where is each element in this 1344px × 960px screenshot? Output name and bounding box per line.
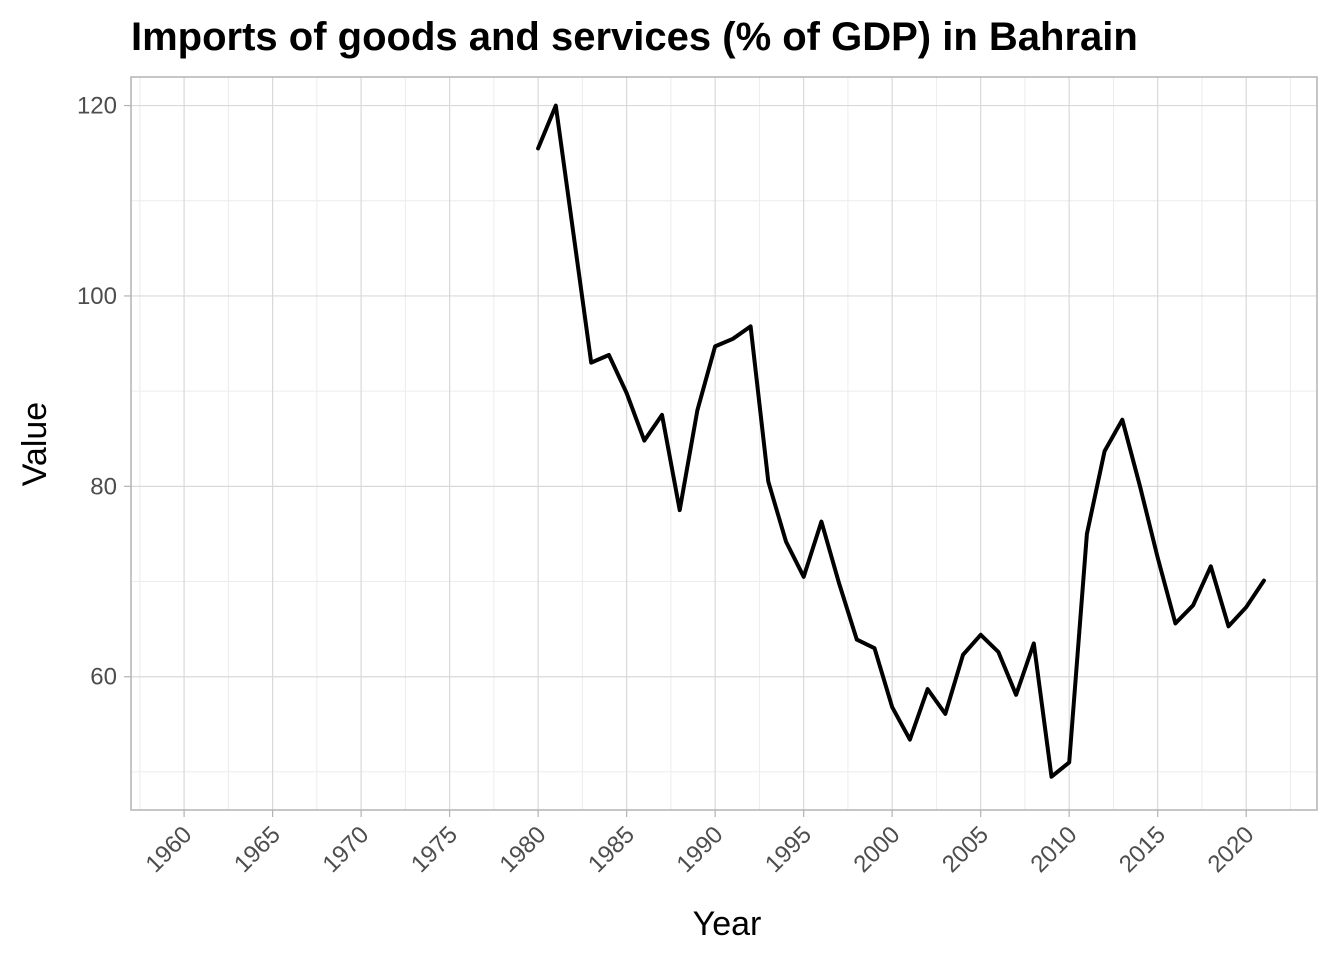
x-tick-label: 1990 [672,821,729,878]
x-tick-label: 2000 [849,821,906,878]
y-axis-title: Value [16,402,54,486]
x-tick-label: 1980 [495,821,552,878]
axes: 1960 1965 1970 1975 1980 1985 1990 1995 2000 2005… [77,93,1259,878]
x-tick-label: 1975 [406,821,463,878]
series-line [536,103,1266,779]
y-tick-label: 80 [90,473,117,500]
plot-panel-border [130,76,1318,811]
y-tick-label: 60 [90,664,117,691]
x-tick-label: 2010 [1026,821,1083,878]
grid [131,77,1317,810]
x-axis-title: Year [693,905,762,943]
x-tick-label: 1960 [141,821,198,878]
x-tick-label: 2015 [1114,821,1171,878]
y-tick-label: 120 [77,93,117,120]
y-tick-label: 100 [77,283,117,310]
series-layer [536,103,1266,779]
x-tick-label: 2020 [1203,821,1260,878]
x-tick-label: 1965 [229,821,286,878]
x-tick-label: 1985 [583,821,640,878]
x-tick-label: 1970 [318,821,375,878]
chart-title: Imports of goods and services (% of GDP)… [131,15,1138,59]
x-tick-label: 1995 [760,821,817,878]
x-tick-label: 2005 [937,821,994,878]
